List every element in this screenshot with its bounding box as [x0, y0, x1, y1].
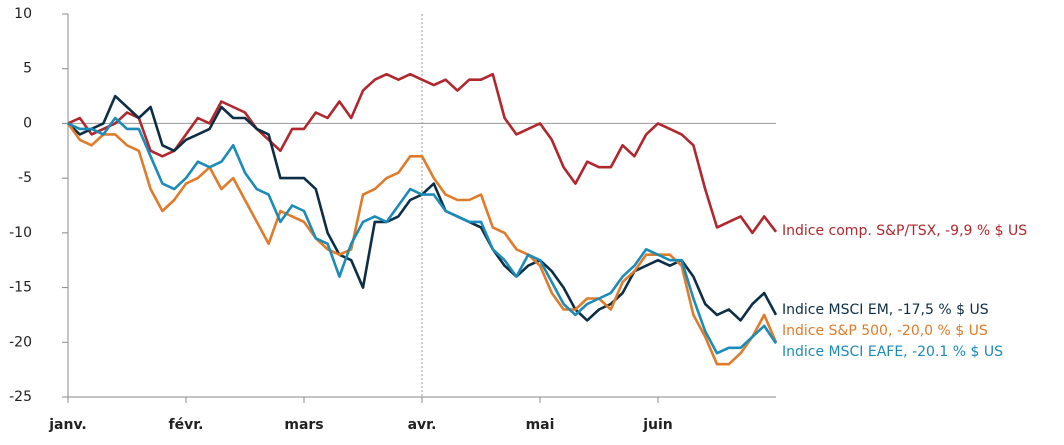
series-line [67, 116, 778, 355]
x-tick-label: févr. [169, 417, 204, 433]
x-tick-label: mars [284, 417, 323, 433]
x-tick-label: avr. [408, 417, 437, 433]
x-tick-label: mai [526, 417, 555, 433]
series-label: Indice S&P 500, -20,0 % $ US [782, 323, 988, 339]
y-tick-label: 5 [23, 61, 32, 77]
y-tick-label: -25 [9, 389, 32, 405]
series-label: Indice comp. S&P/TSX, -9,9 % $ US [782, 223, 1027, 239]
series-line [67, 72, 778, 235]
y-tick-label: -10 [9, 225, 32, 241]
series-label: Indice MSCI EAFE, -20.1 % $ US [782, 344, 1003, 360]
x-tick-label: janv. [48, 417, 87, 433]
y-tick-label: -15 [9, 280, 32, 296]
series-label: Indice MSCI EM, -17,5 % $ US [782, 302, 989, 318]
x-tick-label: juin [642, 417, 673, 433]
y-tick-label: 10 [14, 6, 32, 22]
y-tick-label: 0 [23, 115, 32, 131]
y-tick-label: -20 [9, 334, 32, 350]
y-tick-label: -5 [18, 170, 32, 186]
